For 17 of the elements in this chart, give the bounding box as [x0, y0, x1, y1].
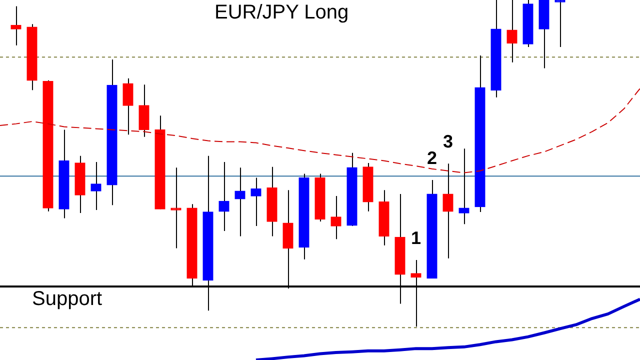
candlestick [122, 78, 134, 136]
candlestick [138, 84, 150, 138]
candlestick [330, 196, 342, 240]
text: 3 [442, 132, 454, 152]
ref-line-label: Support [32, 288, 102, 310]
candlestick [218, 162, 230, 232]
candlestick [442, 163, 454, 259]
candlestick [458, 148, 470, 225]
candlestick [250, 177, 262, 227]
candlestick [554, 0, 566, 48]
candlestick [10, 6, 22, 46]
text: 1 [410, 228, 422, 248]
candlestick [90, 162, 102, 211]
candlestick [506, 0, 518, 63]
text: 2 [426, 148, 438, 168]
chart-title: EUR/JPY Long [214, 2, 349, 24]
candlestick [234, 167, 246, 237]
